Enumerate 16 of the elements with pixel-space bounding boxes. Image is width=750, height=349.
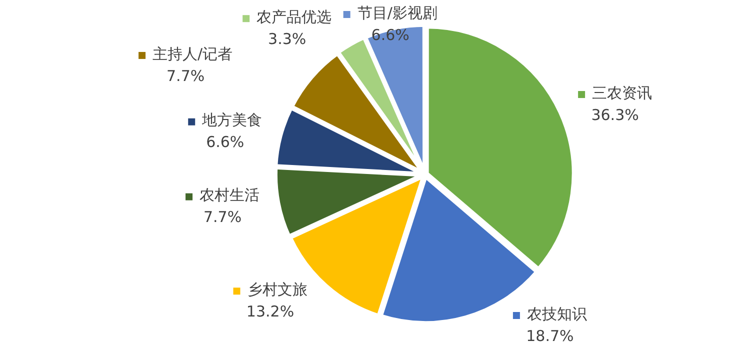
data-label: 3.3%: [268, 30, 306, 48]
legend-label: 三农资讯: [592, 84, 652, 102]
legend-label: 农技知识: [526, 304, 587, 323]
data-label: 6.6%: [371, 26, 410, 44]
legend-label: 主持人/记者: [152, 44, 233, 63]
data-label: 6.6%: [206, 133, 244, 152]
data-label: 18.7%: [526, 326, 574, 345]
legend-label: 乡村文旅: [247, 280, 308, 299]
legend-label: 地方美食: [201, 111, 262, 130]
data-label: 13.2%: [246, 302, 294, 321]
data-label: 36.3%: [591, 106, 639, 124]
legend-label: 农村生活: [200, 186, 260, 204]
data-label: 7.7%: [166, 66, 205, 85]
data-label: 7.7%: [203, 208, 242, 226]
legend-label: 节目/影视剧: [357, 4, 438, 22]
legend-label: 农产品优选: [256, 8, 332, 26]
